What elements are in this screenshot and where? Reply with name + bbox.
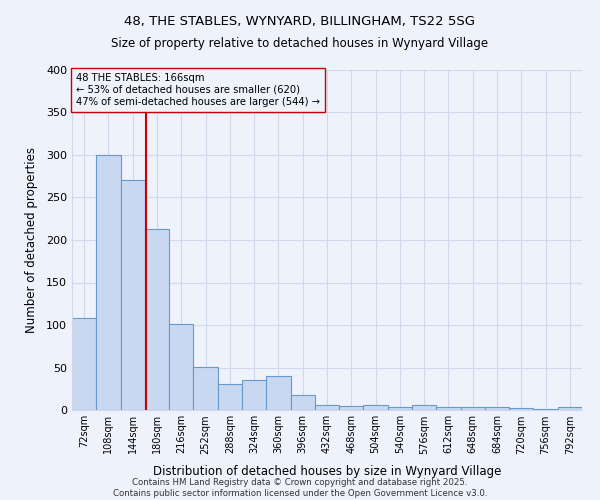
Bar [485, 408, 509, 410]
Y-axis label: Number of detached properties: Number of detached properties [25, 147, 38, 333]
Bar [339, 406, 364, 410]
Text: Size of property relative to detached houses in Wynyard Village: Size of property relative to detached ho… [112, 38, 488, 51]
Bar [509, 408, 533, 410]
Bar [218, 384, 242, 410]
Bar [558, 408, 582, 410]
Bar [242, 380, 266, 410]
Text: Contains HM Land Registry data © Crown copyright and database right 2025.
Contai: Contains HM Land Registry data © Crown c… [113, 478, 487, 498]
Bar [169, 324, 193, 410]
Text: 48, THE STABLES, WYNYARD, BILLINGHAM, TS22 5SG: 48, THE STABLES, WYNYARD, BILLINGHAM, TS… [125, 15, 476, 28]
Bar [461, 408, 485, 410]
Bar [388, 408, 412, 410]
Bar [72, 318, 96, 410]
Bar [290, 394, 315, 410]
Bar [96, 155, 121, 410]
Bar [266, 376, 290, 410]
Bar [193, 366, 218, 410]
X-axis label: Distribution of detached houses by size in Wynyard Village: Distribution of detached houses by size … [153, 465, 501, 478]
Bar [145, 229, 169, 410]
Bar [121, 180, 145, 410]
Bar [364, 405, 388, 410]
Text: 48 THE STABLES: 166sqm
← 53% of detached houses are smaller (620)
47% of semi-de: 48 THE STABLES: 166sqm ← 53% of detached… [76, 74, 320, 106]
Bar [412, 405, 436, 410]
Bar [533, 409, 558, 410]
Bar [436, 406, 461, 410]
Bar [315, 405, 339, 410]
